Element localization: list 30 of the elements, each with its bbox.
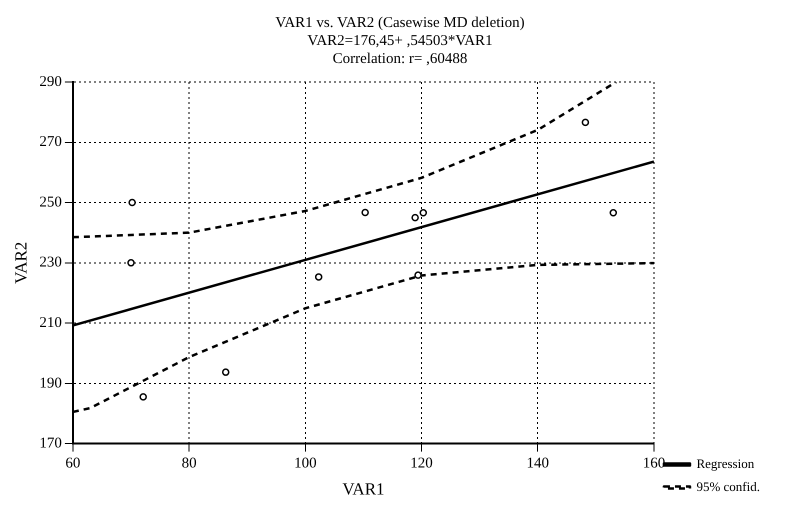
- point: [420, 209, 428, 217]
- point: [139, 393, 147, 401]
- point: [222, 368, 230, 376]
- x-axis-title: VAR1: [342, 479, 385, 498]
- point: [361, 208, 369, 216]
- point: [411, 214, 419, 222]
- y-tick-label: 270: [39, 134, 62, 150]
- point: [128, 198, 136, 206]
- legend-label: 95% confid.: [696, 478, 760, 494]
- x-tick-label: 120: [410, 456, 433, 472]
- text: Correlation: r= ,60488: [332, 50, 468, 67]
- point: [610, 209, 618, 217]
- y-tick-label: 290: [39, 74, 62, 90]
- point: [414, 271, 422, 279]
- point: [127, 259, 135, 267]
- point: [314, 273, 322, 281]
- y-tick-label: 230: [39, 254, 62, 271]
- y-tick-label: 170: [39, 436, 62, 452]
- x-tick-label: 80: [182, 456, 197, 472]
- chart-title: VAR1 vs. VAR2 (Casewise MD deletion): [275, 14, 525, 31]
- x-tick-label: 100: [294, 456, 317, 472]
- chart-subtitle: VAR2=176,45+ ,54503*VAR1: [307, 32, 493, 49]
- y-tick-label: 250: [39, 194, 62, 210]
- x-tick-label: 140: [526, 456, 549, 472]
- y-tick-label: 210: [39, 315, 62, 332]
- point: [582, 118, 590, 126]
- legend-label: Regression: [696, 456, 755, 471]
- y-tick-label: 190: [39, 375, 62, 392]
- x-tick-label: 60: [65, 456, 80, 472]
- y-axis-title: VAR2: [12, 242, 31, 284]
